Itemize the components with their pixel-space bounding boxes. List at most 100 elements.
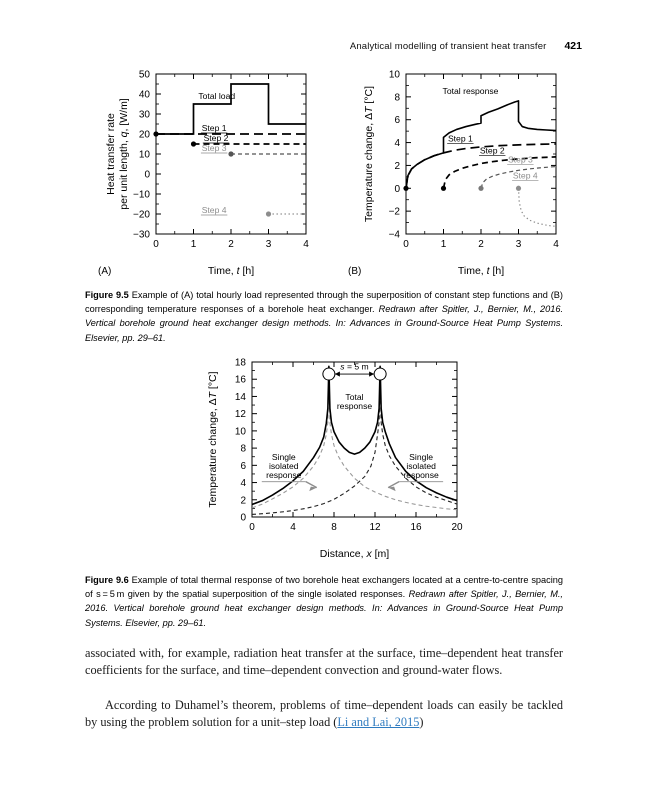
x-axis-title-b: Time, t [h]: [458, 265, 504, 277]
figure-9-6-caption-label: Figure 9.6: [85, 575, 129, 585]
marker-step-2: [190, 141, 197, 147]
running-head-title: Analytical modelling of transient heat t…: [349, 41, 547, 52]
figure-9-6-caption: Figure 9.6 Example of total thermal resp…: [85, 573, 563, 630]
x-axis-title-fig96: Distance, x [m]: [320, 548, 390, 560]
annotation-single-isolated-right-l1: Single: [409, 452, 433, 462]
svg-text:16: 16: [235, 375, 247, 386]
svg-text:per unit length, q, [W/m]: per unit length, q, [W/m]: [118, 98, 130, 210]
svg-text:4: 4: [303, 239, 309, 250]
figure-9-6-caption-source: Redrawn after Spitler, J., Bernier, M., …: [85, 589, 563, 628]
svg-text:Step 4: Step 4: [513, 171, 538, 181]
svg-text:Step 1: Step 1: [448, 133, 473, 143]
series-single-isolated-response-borehole-at-x-12-5-m-: [252, 374, 457, 515]
marker-step-1: [153, 131, 159, 137]
body-paragraph-2: According to Duhamel’s theorem, problems…: [85, 697, 563, 732]
svg-text:2: 2: [394, 161, 400, 172]
svg-text:6: 6: [240, 461, 246, 472]
plot-frame: [251, 361, 458, 518]
svg-text:2: 2: [240, 495, 246, 506]
svg-text:14: 14: [235, 392, 247, 403]
series-step-2: [442, 156, 557, 189]
svg-text:3: 3: [516, 239, 522, 250]
svg-text:20: 20: [139, 130, 151, 141]
citation-link-li-and-lai[interactable]: Li and Lai, 2015: [337, 715, 420, 730]
annotation-single-isolated-left-l1: Single: [272, 452, 296, 462]
running-head: Analytical modelling of transient heat t…: [350, 40, 582, 52]
annotation-single-isolated-right-l3: response: [403, 470, 439, 480]
svg-text:20: 20: [451, 522, 463, 533]
series-step-4: [517, 188, 557, 227]
svg-text:(A): (A): [98, 266, 111, 277]
svg-text:Step 1: Step 1: [202, 123, 227, 133]
svg-text:30: 30: [139, 110, 151, 121]
figure-9-5-caption-source: Redrawn after Spitler, J., Bernier, M., …: [85, 304, 563, 343]
svg-text:Step 3: Step 3: [508, 155, 533, 165]
figure-9-5: 0 1 2 3 4 −30 −20 −10 0 10 20 30 40 50 Heat transfer r…: [96, 62, 596, 278]
svg-text:2: 2: [228, 239, 234, 250]
figure-9-5-caption: Figure 9.5 Example of (A) total hourly l…: [85, 288, 563, 345]
annotation-single-isolated-right-l2: isolated: [406, 461, 436, 471]
svg-text:0: 0: [240, 513, 246, 524]
svg-text:0: 0: [153, 239, 159, 250]
series-total-load: [156, 83, 306, 135]
svg-text:−2: −2: [389, 207, 401, 218]
marker-step-3: [478, 185, 484, 191]
borehole-marker-2: [373, 367, 387, 381]
svg-text:2: 2: [478, 239, 484, 250]
svg-text:Total load: Total load: [198, 91, 235, 101]
series-step-1: [405, 143, 557, 189]
svg-text:Heat transfer rate: Heat transfer rate: [105, 113, 117, 195]
svg-text:8: 8: [331, 522, 337, 533]
annotation-total-response-l2: response: [337, 401, 373, 411]
marker-step-4: [265, 211, 272, 217]
x-axis-title-a: Time, t [h]: [208, 265, 254, 277]
svg-text:4: 4: [290, 522, 296, 533]
figure-9-6: 0 4 8 12 16 20 0 2 4 6 8 10 12 14 16 18 Temperature chan…: [200, 350, 490, 565]
page-number: 421: [564, 40, 582, 52]
annotation-single-isolated-left-l2: isolated: [269, 461, 299, 471]
svg-text:16: 16: [410, 522, 422, 533]
svg-text:8: 8: [240, 444, 246, 455]
svg-text:40: 40: [139, 90, 151, 101]
svg-text:10: 10: [139, 150, 151, 161]
borehole-marker-1: [322, 367, 336, 381]
y-axis-title-b: Temperature change, ΔT [°C]: [363, 86, 375, 222]
body-paragraph-2-tail: ): [419, 715, 424, 730]
svg-text:10: 10: [235, 426, 247, 437]
svg-text:−4: −4: [389, 230, 401, 241]
svg-text:Step 4: Step 4: [202, 205, 227, 215]
series-step-3: [480, 165, 557, 189]
chart-fig95a: 0 1 2 3 4 −30 −20 −10 0 10 20 30 40 50 Heat transfer r…: [98, 70, 309, 278]
annotation-spacing: s = 5 m: [340, 362, 368, 372]
svg-text:−20: −20: [133, 210, 150, 221]
body-paragraph-1: associated with, for example, radiation …: [85, 646, 563, 678]
svg-text:Step 2: Step 2: [480, 145, 505, 155]
svg-text:0: 0: [394, 184, 400, 195]
svg-text:−10: −10: [133, 190, 150, 201]
marker-step-3: [228, 151, 234, 157]
svg-text:4: 4: [394, 138, 400, 149]
svg-text:0: 0: [403, 239, 409, 250]
figure-9-5-caption-text: Example of (A) total hourly load represe…: [85, 290, 563, 315]
svg-text:50: 50: [139, 70, 151, 81]
svg-text:0: 0: [249, 522, 255, 533]
figure-9-5-caption-label: Figure 9.5: [85, 290, 129, 300]
svg-text:1: 1: [191, 239, 197, 250]
marker-origin: [403, 185, 409, 191]
svg-text:10: 10: [389, 70, 401, 81]
annotation-single-isolated-left-l3: response: [266, 470, 302, 480]
body-paragraph-2-text: According to Duhamel’s theorem, problems…: [85, 698, 563, 730]
series-single-isolated-response-borehole-at-x-7-5-m-: [252, 374, 457, 511]
svg-text:4: 4: [553, 239, 559, 250]
svg-text:Step 3: Step 3: [202, 143, 227, 153]
svg-text:Step 2: Step 2: [204, 133, 229, 143]
chart-fig96: 0 4 8 12 16 20 0 2 4 6 8 10 12 14 16 18 Temperature chan…: [207, 358, 463, 561]
marker-step-2: [440, 185, 447, 191]
y-axis-title-a: Heat transfer rate per unit length, q, [W…: [105, 98, 130, 210]
annotation-total-response-l1: Total: [345, 392, 363, 402]
svg-text:3: 3: [266, 239, 272, 250]
svg-text:8: 8: [394, 92, 400, 103]
svg-text:12: 12: [369, 522, 381, 533]
svg-text:12: 12: [235, 409, 247, 420]
